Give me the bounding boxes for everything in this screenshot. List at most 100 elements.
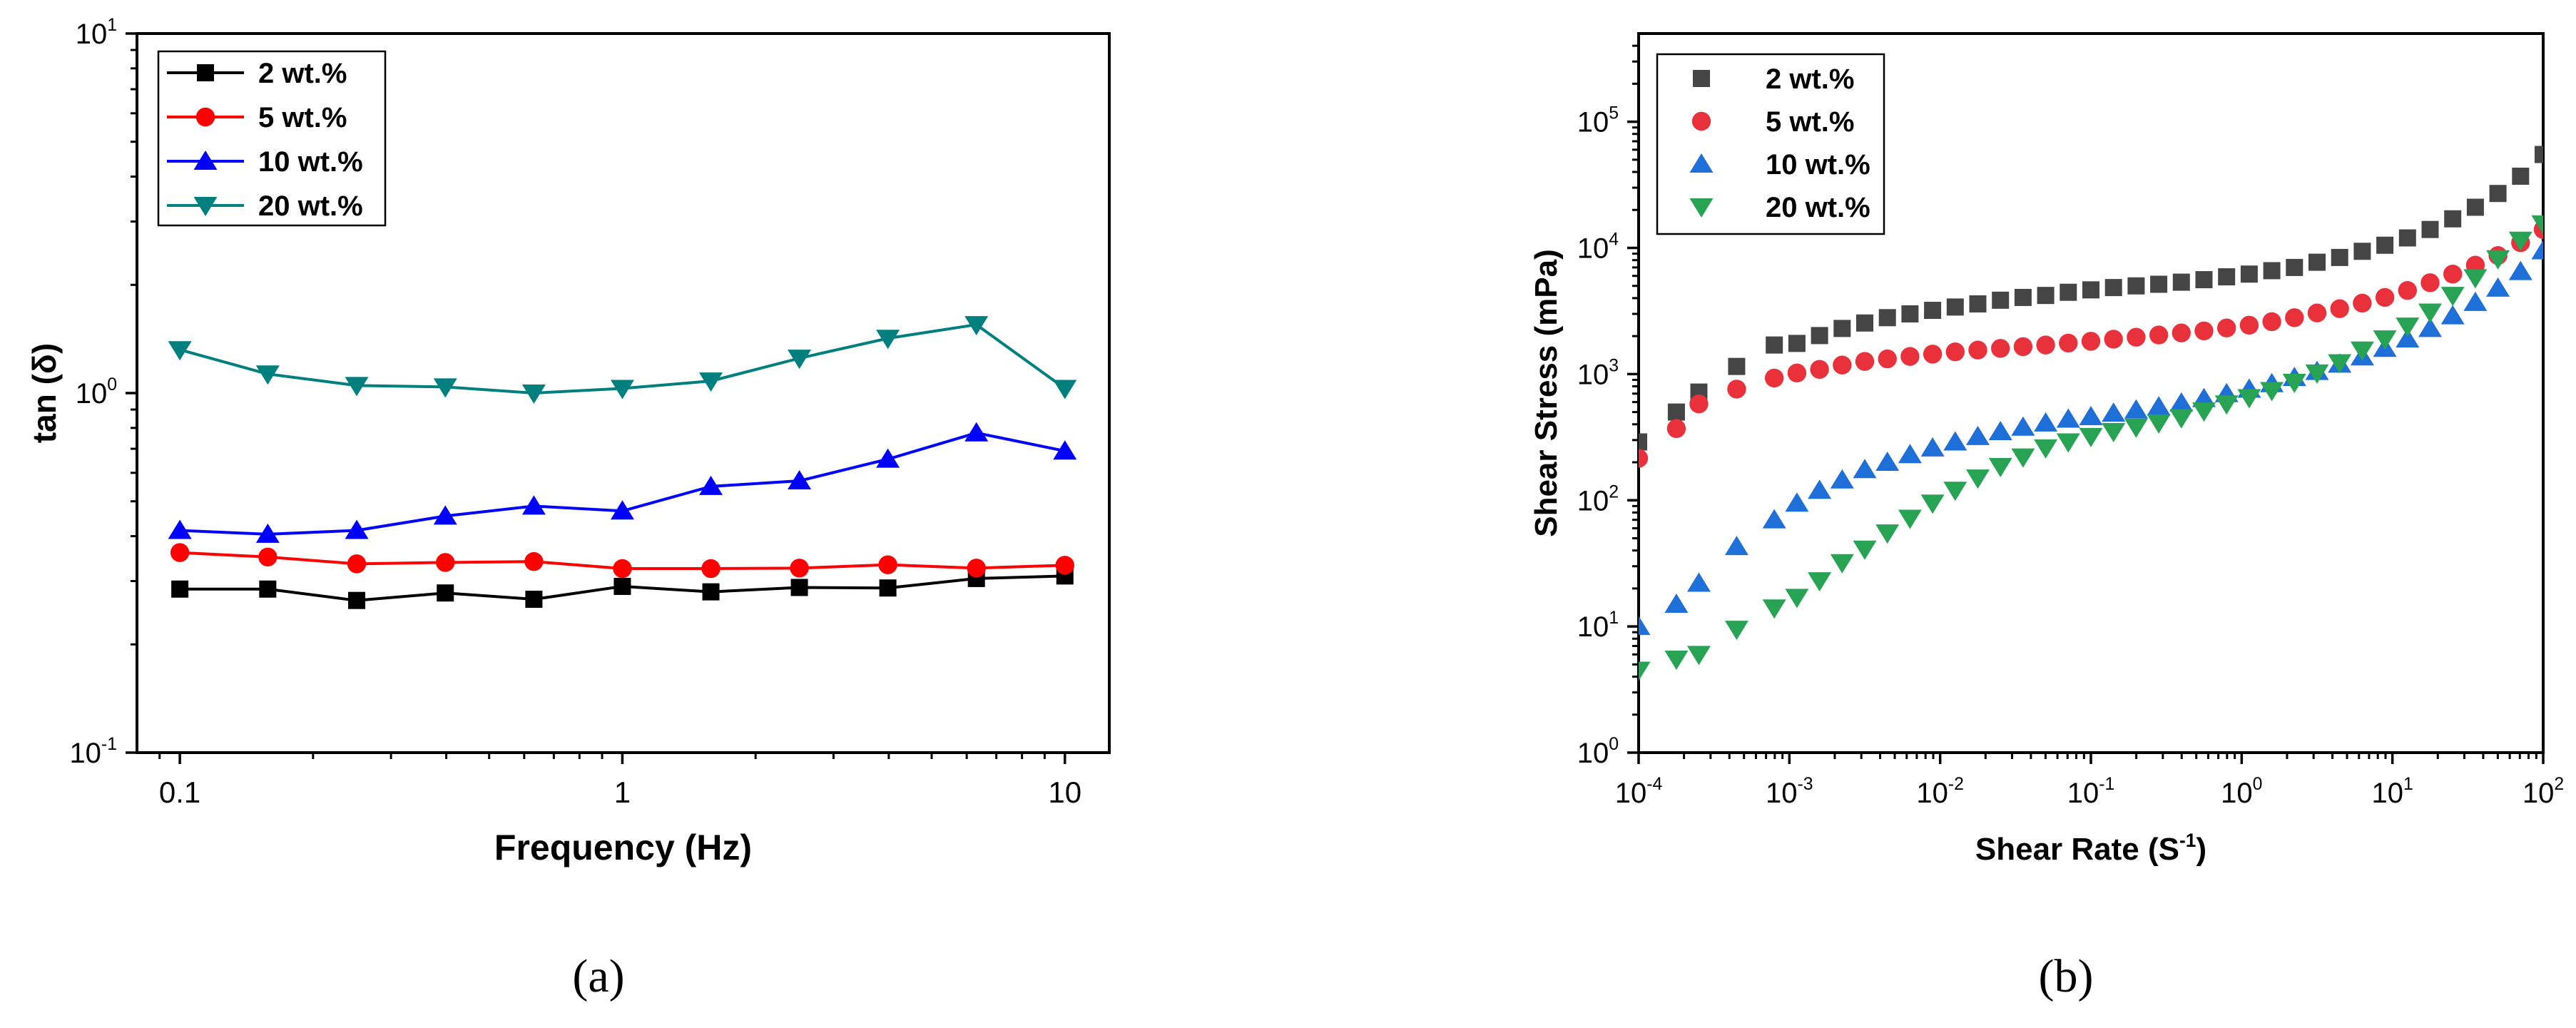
x-tick-label-base: 10: [2372, 778, 2404, 809]
y-tick-label-exp: -1: [101, 735, 117, 754]
data-point: [1830, 554, 1854, 574]
y-tick-label: 10-1: [69, 735, 117, 769]
legend-label: 10 wt.%: [258, 146, 363, 178]
y-tick-label-base: 10: [1577, 738, 1609, 769]
legend-marker: [193, 197, 218, 216]
series-1: [171, 567, 1074, 609]
data-point: [255, 523, 280, 543]
data-point: [2305, 364, 2329, 384]
data-point: [1808, 572, 1832, 592]
legend-label: 20 wt.%: [258, 190, 363, 222]
data-point: [1724, 621, 1748, 641]
legend-item: 20 wt.%: [1689, 192, 1870, 223]
data-point: [2440, 287, 2465, 307]
x-tick-label-exp: 0: [2253, 775, 2263, 794]
data-point: [2486, 277, 2510, 297]
y-tick-label-exp: 4: [1609, 230, 1619, 250]
y-tick-label-base: 10: [1577, 611, 1609, 643]
data-point: [1764, 368, 1784, 388]
data-point: [2056, 433, 2080, 453]
data-point: [1878, 349, 1897, 369]
x-tick-label-exp: 2: [2554, 775, 2564, 794]
data-point: [879, 579, 897, 597]
data-point: [2172, 323, 2191, 342]
data-point: [2353, 243, 2371, 260]
data-point: [2147, 396, 2171, 416]
data-point: [2192, 387, 2216, 407]
data-point: [1853, 540, 1877, 560]
data-point: [2172, 273, 2190, 291]
data-point: [1055, 556, 1074, 575]
y-tick-label: 101: [1577, 609, 1619, 643]
data-point: [2147, 414, 2171, 434]
data-point: [876, 448, 900, 468]
data-point: [2079, 406, 2103, 426]
x-tick-label-base: 10: [2221, 778, 2253, 809]
data-point: [2463, 291, 2488, 311]
data-point: [2535, 146, 2543, 163]
data-point: [1639, 661, 1651, 681]
data-point: [2195, 271, 2213, 289]
y-tick-label-exp: 0: [107, 375, 117, 395]
x-tick-label: 101: [2372, 775, 2413, 809]
data-point: [2060, 283, 2077, 301]
series-4: [168, 316, 1077, 404]
data-point: [1686, 572, 1711, 592]
x-tick-label-base: 10: [1916, 778, 1948, 809]
data-point: [2418, 317, 2442, 337]
series-3: [1639, 240, 2543, 636]
x-axis-label-close: ): [2196, 832, 2206, 867]
data-point: [2421, 220, 2439, 238]
data-point: [1969, 295, 1987, 312]
data-point: [2398, 280, 2417, 300]
legend-item: 10 wt.%: [167, 146, 363, 178]
y-tick-label: 104: [1577, 230, 1619, 265]
data-point: [524, 551, 544, 571]
x-tick-label: 10-4: [1615, 775, 1663, 809]
series-layer: [168, 316, 1077, 609]
data-point: [1968, 340, 1987, 360]
x-axis-label-text: Frequency (Hz): [494, 828, 752, 867]
data-point: [1875, 524, 1900, 544]
legend-item: 20 wt.%: [167, 190, 363, 222]
data-point: [2059, 333, 2078, 353]
data-point: [878, 555, 897, 574]
panel-b: (b) 10-4 10-3 10-2 10-1 100 101 10210010110210…: [1529, 32, 2564, 1002]
data-point: [2104, 330, 2123, 349]
data-point: [1830, 469, 1854, 489]
x-tick-label-base: 10: [1615, 778, 1647, 809]
y-tick-label-base: 10: [1577, 233, 1609, 265]
series-4: [1639, 215, 2543, 681]
data-point: [1639, 433, 1647, 451]
series-2: [170, 543, 1074, 579]
x-axis-label-text: Shear Rate (S: [1975, 832, 2179, 867]
data-point: [702, 583, 720, 601]
data-point: [610, 500, 634, 520]
data-point: [2466, 198, 2484, 216]
data-point: [613, 559, 632, 579]
data-point: [1762, 599, 1786, 619]
data-point: [1855, 314, 1873, 332]
data-point: [1785, 492, 1809, 512]
data-point: [2192, 402, 2216, 422]
data-point: [2331, 248, 2348, 266]
data-point: [345, 377, 369, 397]
data-point: [436, 553, 455, 572]
data-point: [1788, 335, 1806, 352]
x-tick-label: 100: [2221, 775, 2262, 809]
data-point: [2486, 250, 2510, 270]
data-point: [1901, 305, 1919, 322]
data-point: [521, 385, 546, 404]
x-tick-label: 0.1: [159, 775, 200, 809]
data-point: [2127, 327, 2146, 347]
data-point: [1853, 459, 1877, 479]
data-point: [2034, 439, 2058, 459]
data-point: [2056, 408, 2080, 428]
data-point: [433, 505, 457, 525]
data-point: [2013, 337, 2033, 357]
legend-label: 5 wt.%: [258, 102, 347, 133]
data-point: [1686, 646, 1711, 666]
